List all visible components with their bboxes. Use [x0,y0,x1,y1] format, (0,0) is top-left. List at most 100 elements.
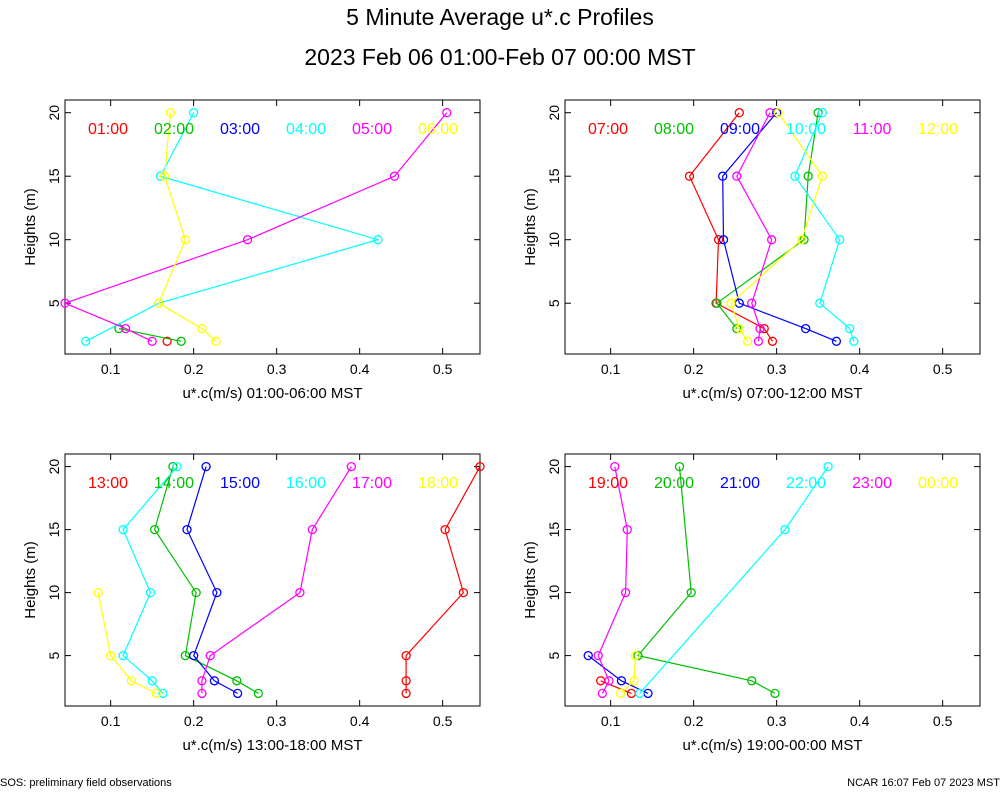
data-point-1800 [106,650,116,661]
data-point-0900 [801,323,811,334]
x-tick-label: 0.3 [267,361,287,377]
data-point-1100 [753,336,764,346]
y-tick-label: 15 [46,168,62,184]
series-line-1100 [736,112,773,342]
legend-entry: 02:00 [154,121,194,138]
data-point-1600 [147,676,157,686]
data-point-2200 [780,524,790,535]
data-point-0700 [684,171,695,181]
legend-entry: 04:00 [286,121,326,138]
data-point-1600 [145,587,156,598]
plot-area [684,108,859,346]
y-tick-label: 5 [46,299,62,307]
data-point-1500 [212,587,222,598]
data-point-2000 [747,676,757,686]
data-point-1400 [232,676,242,686]
data-point-0500 [60,298,70,308]
x-tick-label: 0.5 [433,713,453,729]
data-point-1500 [232,688,243,699]
series-line-0600 [158,112,217,342]
plot-area [60,108,452,346]
y-tick-label: 20 [546,459,562,475]
plot-area [93,461,485,699]
data-point-0600 [159,171,170,181]
legend-entry: 11:00 [853,121,892,138]
series-line-1800 [97,592,157,694]
x-tick-label: 0.2 [184,713,204,729]
legend-entry: 10:00 [786,121,826,138]
series-line-2000 [636,466,776,694]
y-tick-label: 15 [546,522,562,538]
plot-frame [64,99,481,355]
data-point-0500 [242,235,253,245]
data-point-0400 [81,336,91,346]
x-tick-label: 0.1 [101,361,121,377]
data-point-1700 [307,524,317,535]
x-tick-label: 0.1 [601,713,621,729]
data-point-0800 [732,323,742,334]
y-tick-label: 5 [46,651,62,659]
data-point-0500 [120,323,131,334]
data-point-0400 [373,235,383,245]
y-tick-label: 10 [546,232,562,248]
data-point-1600 [118,524,128,535]
x-tick-label: 0.2 [684,713,704,729]
data-point-0700 [713,235,724,245]
data-point-1200 [734,323,744,334]
legend-entry: 03:00 [220,121,260,138]
data-point-1000 [845,323,855,334]
x-tick-label: 0.5 [933,713,953,729]
x-tick-label: 0.5 [433,361,453,377]
data-point-2000 [770,688,780,699]
footer-timestamp: NCAR 16:07 Feb 07 2023 MST [847,777,1000,789]
x-tick-label: 0.1 [601,361,621,377]
data-point-0200 [176,336,186,346]
data-point-0800 [799,235,809,245]
series-line-0000 [620,655,637,694]
x-tick-label: 0.1 [101,713,121,729]
y-tick-label: 10 [46,585,62,601]
legend-entry: 09:00 [720,121,760,138]
data-point-1400 [253,688,264,699]
data-point-1000 [790,171,800,181]
data-point-1500 [201,461,211,472]
data-point-2200 [635,688,645,699]
y-axis-label: Heights (m) [522,541,539,619]
x-axis-label: u*.c(m/s) 01:00-06:00 MST [182,385,362,402]
x-tick-label: 0.2 [684,361,704,377]
data-point-1900 [596,676,606,686]
data-point-0600 [211,336,221,346]
x-tick-label: 0.4 [850,713,870,729]
y-tick-label: 20 [46,459,62,475]
data-point-0400 [188,108,199,118]
data-point-1800 [151,688,161,699]
series-line-1000 [794,112,855,342]
data-point-2000 [633,650,643,661]
data-point-1600 [172,461,182,472]
data-point-1700 [197,676,207,686]
data-point-2300 [597,688,607,699]
data-point-1300 [401,676,411,686]
data-point-2000 [674,461,685,472]
data-point-1200 [796,235,807,245]
plot-area [583,461,833,699]
y-axis-label: Heights (m) [22,188,39,266]
data-point-1600 [118,650,128,661]
legend-entry: 00:00 [918,475,958,492]
y-tick-label: 10 [46,232,62,248]
legend-entry: 14:00 [154,475,194,492]
data-point-2300 [622,524,632,535]
legend-entry: 19:00 [588,475,628,492]
data-point-0900 [718,171,728,181]
legend-entry: 01:00 [88,121,128,138]
series-line-0700 [688,112,774,342]
data-point-1500 [188,650,199,661]
data-point-1300 [440,524,450,535]
series-line-1300 [405,466,481,694]
series-line-2200 [639,466,829,694]
data-point-1000 [849,336,859,346]
data-point-1400 [149,524,160,535]
x-tick-label: 0.4 [350,361,370,377]
data-point-2100 [616,676,627,686]
data-point-1000 [835,235,845,245]
